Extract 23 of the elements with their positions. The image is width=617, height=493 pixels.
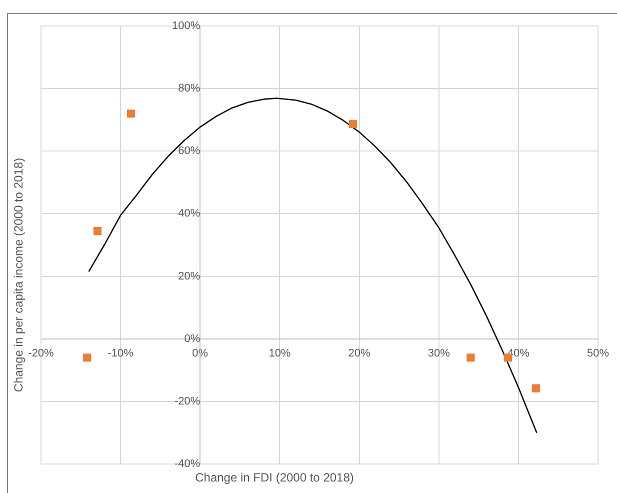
y-tick-label: 0% — [184, 332, 200, 345]
y-tick-label: 40% — [178, 208, 200, 220]
point — [126, 110, 135, 118]
y-tick-label: 20% — [178, 270, 200, 282]
y-tick-label: -40% — [174, 458, 200, 470]
y-axis-title: Change in per capita income (2000 to 2018) — [11, 158, 26, 392]
y-tick-label: 60% — [178, 145, 200, 158]
y-tick-label: -20% — [174, 395, 200, 408]
point — [348, 120, 357, 128]
x-tick-label: 20% — [348, 347, 370, 360]
x-axis-title: Change in FDI (2000 to 2018) — [195, 470, 354, 484]
x-tick-label: 0% — [192, 347, 208, 360]
x-tick-label: 10% — [268, 347, 291, 360]
x-tick-label: -20% — [28, 347, 54, 360]
x-tick-label: 50% — [586, 347, 610, 360]
x-tick-label: 30% — [428, 347, 450, 360]
y-tick-label: 80% — [178, 82, 200, 95]
point — [93, 226, 102, 235]
y-tick-label: 100% — [172, 20, 200, 32]
point — [466, 354, 475, 362]
point — [83, 354, 92, 362]
x-tick-label: -10% — [108, 347, 134, 360]
point — [532, 384, 540, 392]
